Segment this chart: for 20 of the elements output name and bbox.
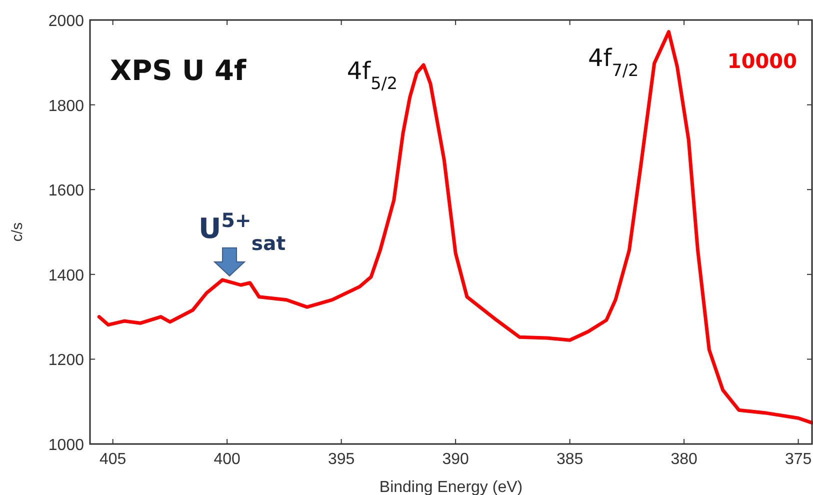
x-axis-title: Binding Energy (eV): [379, 479, 523, 495]
line-series: [97, 30, 813, 425]
x-tick-label: 395: [328, 451, 355, 468]
y-tick-label: 1400: [48, 267, 84, 284]
y-tick-label: 1000: [48, 437, 84, 454]
x-tick-label: 375: [784, 451, 812, 468]
y-tick-label: 1800: [48, 98, 84, 115]
y-tick-label: 1600: [48, 182, 84, 200]
text: XPS U 4f: [110, 54, 247, 87]
text: 10000: [727, 49, 797, 73]
y-tick-label: 2000: [48, 13, 84, 30]
x-tick-label: 405: [99, 451, 126, 468]
x-tick-label: 390: [442, 451, 470, 468]
y-tick-label: 1200: [48, 352, 84, 370]
x-tick-label: 385: [556, 451, 584, 468]
annotation: 4f$_{7/2}$: [588, 44, 639, 80]
x-tick-label: 380: [670, 451, 698, 468]
x-tick-label: 400: [214, 451, 241, 468]
y-axis-title: c/s: [9, 222, 26, 242]
annotation: 4f$_{5/2}$: [346, 56, 398, 93]
